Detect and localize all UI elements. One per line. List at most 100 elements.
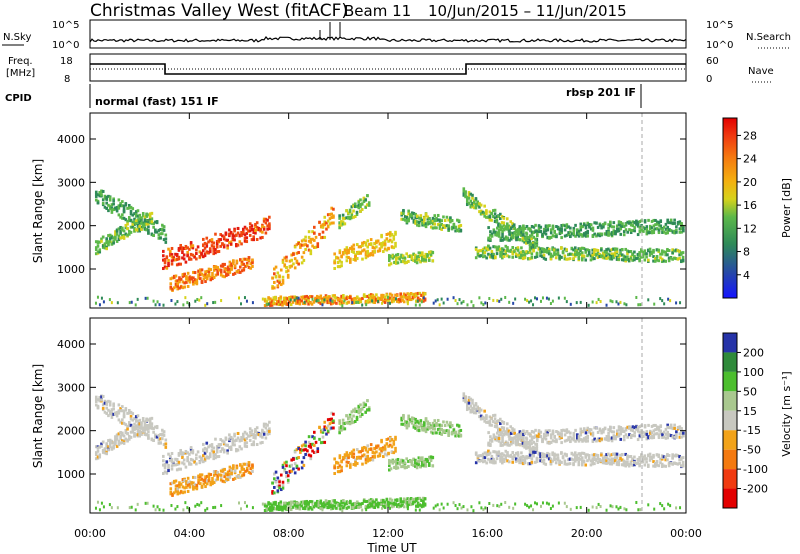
velocity-cell	[549, 457, 553, 461]
velocity-cell	[497, 435, 501, 439]
power-cell	[226, 268, 230, 272]
power-cell	[362, 196, 366, 200]
power-cell	[390, 297, 394, 301]
power-cell	[497, 230, 501, 234]
power-cell	[278, 279, 281, 283]
velocity-cell	[528, 455, 532, 459]
velocity-cell	[223, 467, 226, 471]
velocity-cell	[621, 427, 624, 431]
power-cell	[467, 196, 471, 200]
power-cell	[403, 261, 407, 265]
velocity-cell	[240, 474, 244, 478]
velocity-cell	[349, 463, 352, 467]
power-cell	[190, 276, 193, 280]
power-cell	[421, 218, 424, 222]
power-cell	[580, 254, 584, 258]
velocity-cell	[338, 431, 341, 435]
power-cell	[133, 222, 136, 226]
power-cell	[330, 221, 333, 225]
velocity-cell	[481, 455, 485, 459]
power-cell	[206, 302, 209, 306]
velocity-cell	[472, 411, 476, 415]
power-cell	[560, 246, 563, 250]
power-cell	[671, 221, 675, 225]
power-cell	[476, 253, 480, 257]
power-cell	[609, 232, 612, 236]
velocity-cell	[371, 455, 375, 459]
power-cell	[238, 233, 242, 237]
power-cell	[326, 295, 330, 299]
power-cell	[534, 237, 537, 241]
velocity-cell	[141, 429, 145, 433]
power-cell	[652, 250, 655, 254]
power-cell	[154, 220, 157, 224]
power-cell	[408, 292, 411, 296]
velocity-cell	[112, 402, 115, 406]
velocity-cell	[251, 466, 254, 470]
power-cell	[169, 285, 173, 289]
power-cell	[364, 295, 368, 299]
power-cell	[201, 249, 205, 253]
power-cell	[414, 219, 417, 223]
power-cell	[124, 225, 128, 229]
power-cell	[664, 222, 668, 226]
velocity-cell	[333, 464, 336, 468]
power-cell	[678, 250, 681, 254]
velocity-cell	[577, 460, 581, 464]
power-cell	[250, 238, 254, 242]
velocity-cell	[416, 425, 419, 429]
power-cell	[271, 285, 274, 289]
velocity-cell	[535, 448, 539, 452]
power-cell	[209, 275, 213, 279]
velocity-cell	[522, 438, 525, 442]
power-cell	[228, 270, 232, 274]
power-cell	[110, 206, 114, 210]
velocity-cell	[617, 432, 621, 436]
power-cell	[617, 220, 621, 224]
velocity-cell	[619, 437, 623, 441]
velocity-cell	[518, 430, 522, 434]
power-cell	[306, 244, 309, 248]
power-cell	[488, 296, 491, 300]
velocity-cell	[240, 447, 243, 451]
power-cell	[567, 225, 570, 229]
velocity-cell	[563, 439, 567, 443]
power-cell	[232, 262, 235, 266]
velocity-cell	[532, 453, 535, 457]
power-cell	[288, 300, 291, 304]
power-cell	[419, 215, 423, 219]
velocity-cell	[157, 441, 161, 445]
velocity-cell	[635, 427, 638, 431]
velocity-cell	[229, 447, 233, 451]
power-cell	[305, 299, 309, 303]
velocity-cell	[355, 462, 359, 466]
power-cell	[405, 220, 409, 224]
power-cell	[293, 298, 296, 302]
power-cell	[624, 259, 628, 263]
power-cell	[141, 221, 145, 225]
power-cell	[360, 202, 364, 206]
velocity-cell	[607, 438, 610, 442]
velocity-cell	[429, 426, 433, 430]
power-cell	[481, 247, 485, 251]
velocity-cell	[212, 450, 216, 454]
power-cell	[321, 303, 324, 307]
power-cell	[487, 236, 490, 240]
velocity-cell	[124, 407, 128, 411]
velocity-cell	[366, 408, 369, 412]
power-cell	[525, 236, 529, 240]
velocity-cell	[200, 485, 204, 489]
power-cell	[385, 298, 389, 302]
power-cell	[94, 240, 98, 244]
power-cell	[565, 223, 569, 227]
velocity-cell	[542, 458, 546, 462]
power-cell	[131, 225, 135, 229]
velocity-cell	[108, 410, 112, 414]
velocity-cell	[534, 442, 537, 446]
power-cell	[601, 256, 605, 260]
velocity-cell	[101, 406, 105, 410]
power-cell	[349, 258, 352, 262]
power-cell	[245, 263, 249, 267]
velocity-cell	[101, 450, 105, 454]
